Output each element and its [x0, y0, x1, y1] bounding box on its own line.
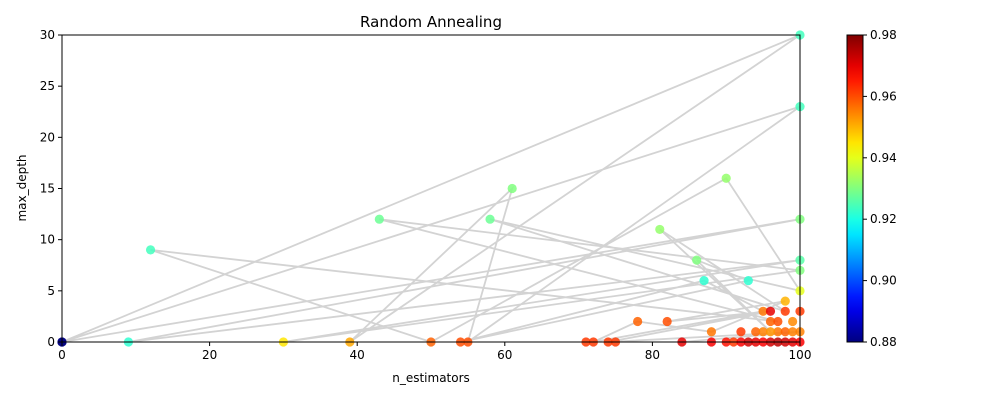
x-tick-label: 60 [497, 348, 512, 362]
x-tick-label: 40 [350, 348, 365, 362]
data-point [699, 276, 709, 286]
colorbar-tick-label: 0.96 [870, 89, 897, 103]
y-tick-label: 20 [40, 130, 55, 144]
y-tick-label: 15 [40, 182, 55, 196]
data-point [758, 327, 768, 337]
y-tick-label: 0 [47, 335, 55, 349]
data-point [736, 327, 746, 337]
data-point [758, 306, 768, 316]
y-axis-title: max_depth [15, 154, 29, 221]
x-tick-label: 0 [58, 348, 66, 362]
data-point [788, 327, 798, 337]
data-point [662, 316, 672, 327]
data-point [721, 173, 731, 183]
data-point [485, 214, 495, 224]
y-tick-label: 25 [40, 79, 55, 93]
y-tick-label: 5 [47, 284, 55, 298]
data-point [780, 306, 790, 316]
data-point [692, 255, 702, 265]
data-point [655, 224, 665, 235]
x-tick-label: 20 [202, 348, 217, 362]
data-point [374, 214, 384, 224]
data-point [765, 306, 776, 316]
data-point [145, 245, 156, 255]
chart-title: Random Annealing [360, 13, 502, 31]
data-point [773, 327, 783, 337]
data-point [788, 316, 798, 327]
data-point [706, 327, 717, 337]
colorbar-tick-label: 0.98 [870, 28, 897, 42]
colorbar-tick-label: 0.90 [870, 274, 897, 288]
data-point [751, 327, 761, 337]
data-point [633, 316, 643, 327]
colorbar [846, 34, 864, 343]
colorbar-tick-label: 0.94 [870, 151, 897, 165]
data-point [780, 296, 790, 306]
data-point [743, 276, 753, 286]
data-point [780, 327, 790, 337]
search-path-line [61, 34, 802, 345]
colorbar-tick-label: 0.92 [870, 212, 897, 226]
x-tick-label: 80 [645, 348, 660, 362]
x-axis-title: n_estimators [392, 371, 470, 385]
data-point [507, 183, 517, 194]
data-point [773, 316, 783, 327]
colorbar-tick-label: 0.88 [870, 335, 897, 349]
x-tick-label: 100 [789, 348, 812, 362]
data-point [765, 316, 776, 327]
y-tick-label: 10 [40, 233, 55, 247]
y-tick-label: 30 [40, 28, 55, 42]
data-point [765, 327, 776, 337]
